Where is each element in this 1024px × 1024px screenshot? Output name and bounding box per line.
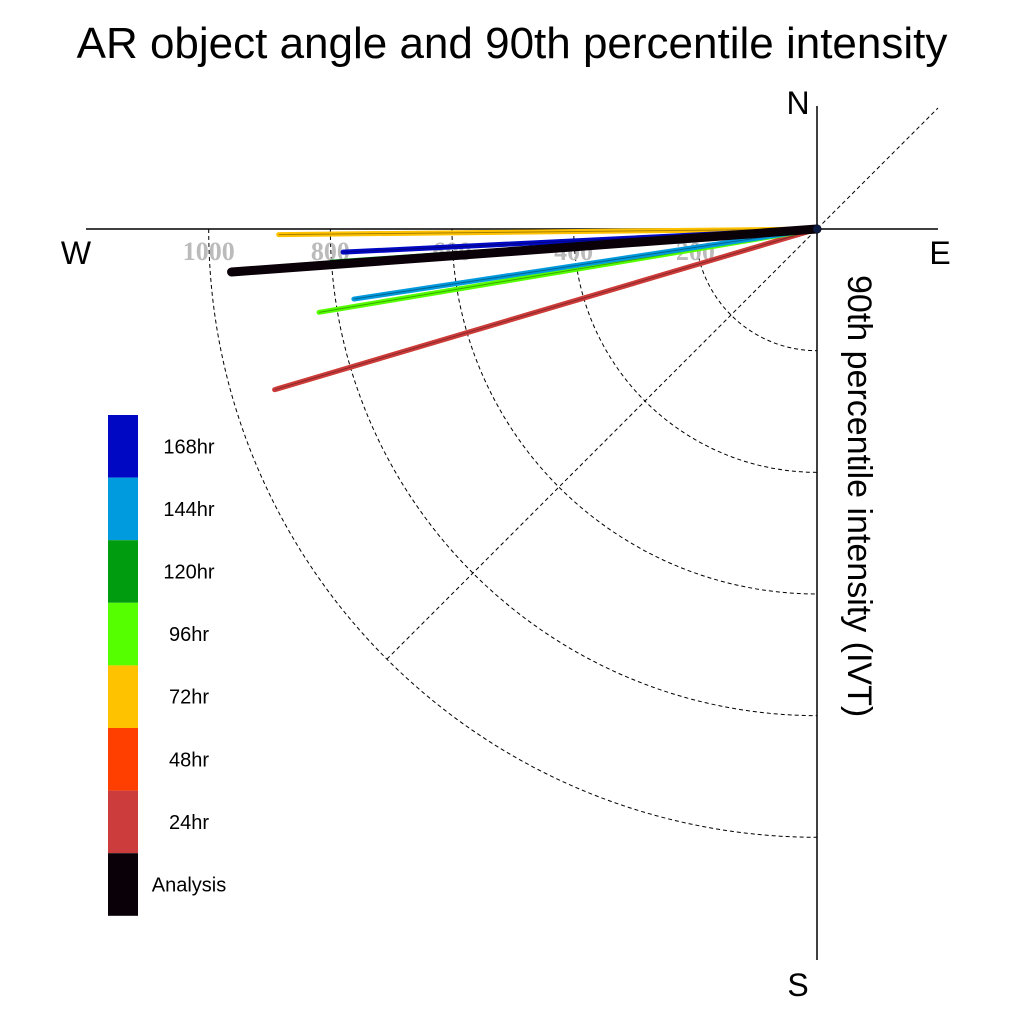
origin-marker [813,225,821,233]
legend-label-96hr: 96hr [169,624,209,646]
vector-core-72hr [278,228,818,236]
legend-label-72hr: 72hr [169,687,209,709]
vector-analysis [227,224,822,277]
vector-core-24hr [274,228,818,391]
legend-label-144hr: 144hr [163,499,214,521]
vector-core-144hr [353,228,818,300]
legend-swatch-144hr [108,477,138,541]
vector-72hr [276,226,820,238]
vector-24hr [272,226,820,393]
compass-west: W [61,235,92,271]
compass-north: N [786,85,809,121]
polar-grid [208,107,939,838]
grid-ring [329,228,818,717]
grid-ring [451,228,818,595]
legend-swatch-24hr [108,790,138,854]
radial-tick-label: 1000 [183,237,235,266]
compass-south: S [787,967,808,1003]
legend-swatch-120hr [108,540,138,603]
diagonal-grid-line [386,107,939,660]
legend-label-24hr: 24hr [169,812,209,834]
vector-144hr [351,226,820,302]
legend-label-48hr: 48hr [169,749,209,771]
legend-swatch-168hr [108,415,138,478]
y-axis-label: 90th percentile intensity (IVT) [840,275,878,717]
legend-label-168hr: 168hr [163,436,214,458]
compass-east: E [929,235,950,271]
legend: 168hr 144hr 120hr 96hr 72hr 48hr 24hr Analysis [108,415,226,916]
legend-label-120hr: 120hr [163,562,214,584]
vectors [227,224,822,393]
legend-swatch-analysis [108,853,138,916]
legend-swatch-96hr [108,602,138,666]
legend-swatch-48hr [108,728,138,791]
legend-swatch-72hr [108,665,138,728]
legend-label-analysis: Analysis [152,875,226,897]
chart-title: AR object angle and 90th percentile inte… [77,19,948,68]
